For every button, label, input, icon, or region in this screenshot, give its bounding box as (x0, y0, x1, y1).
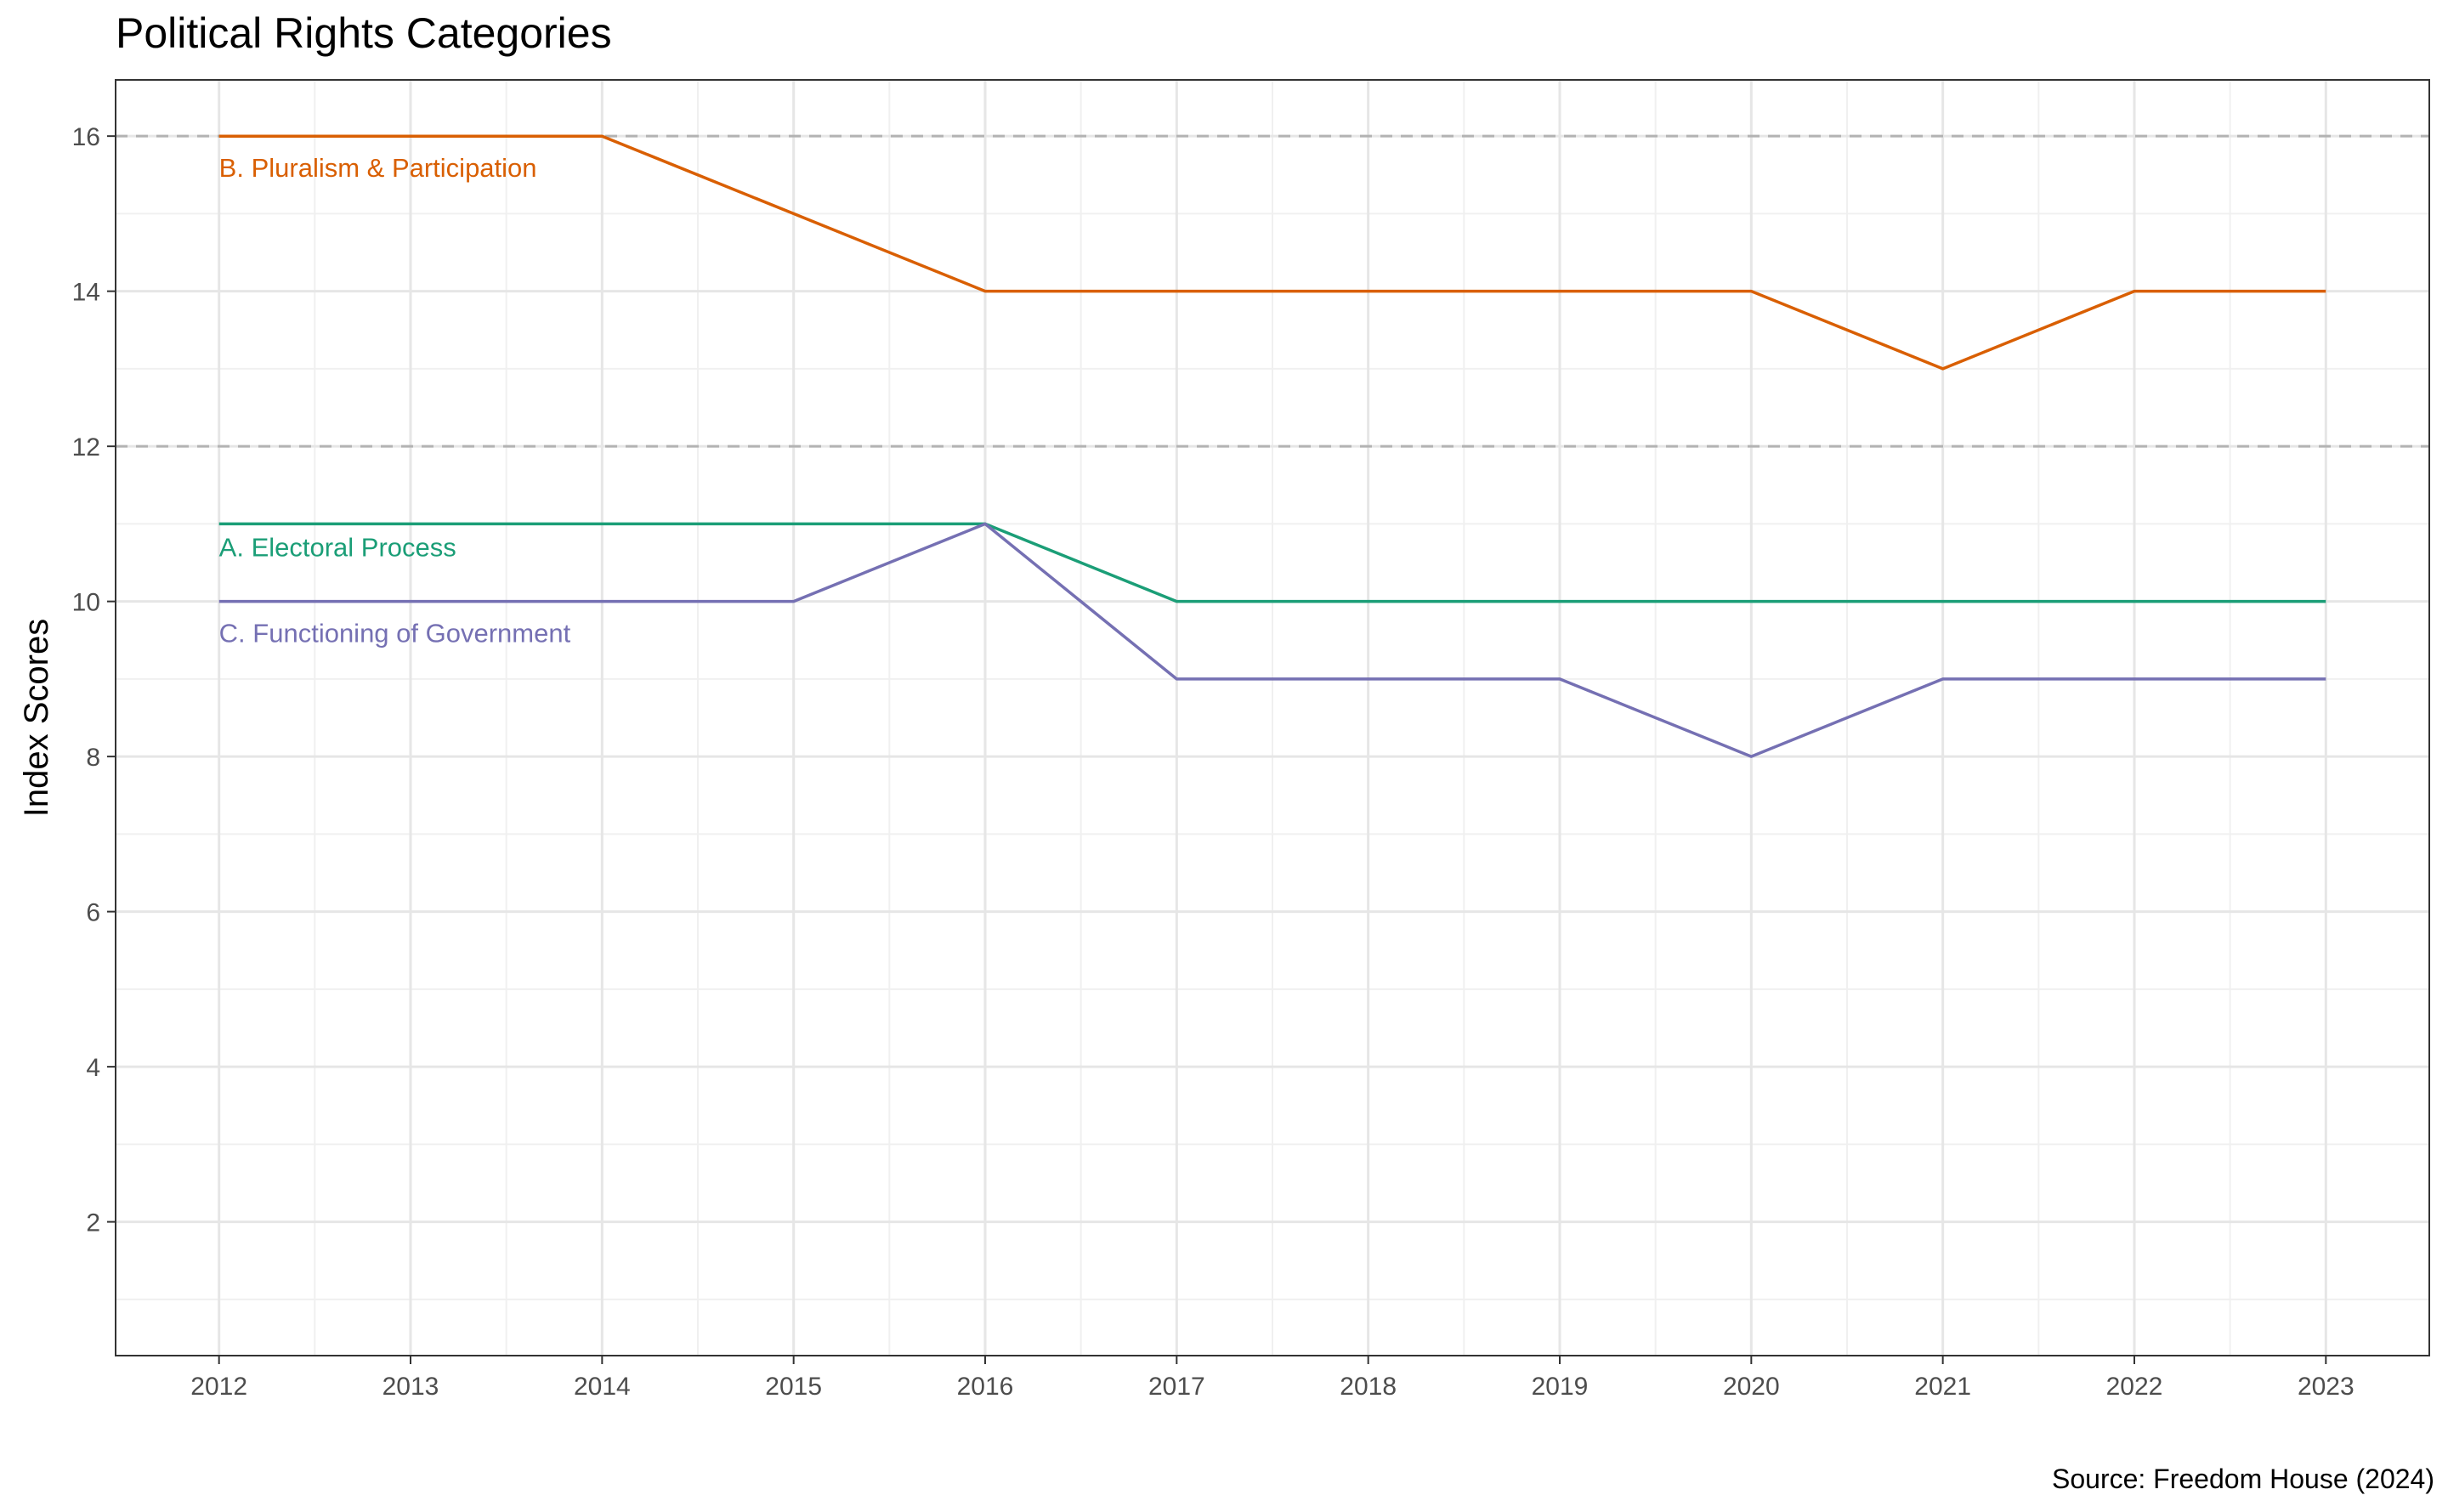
series-labels: B. Pluralism & Participation A. Electoral… (219, 153, 571, 648)
minor-gridlines (116, 80, 2429, 1356)
series-label: C. Functioning of Government (219, 619, 571, 648)
x-tick-label: 2022 (2106, 1373, 2163, 1401)
series-lines (218, 134, 2326, 758)
y-tick-label: 14 (72, 279, 100, 307)
x-tick-label: 2017 (1148, 1373, 1205, 1401)
x-tick-label: 2023 (2298, 1373, 2354, 1401)
x-tick-label: 2014 (574, 1373, 631, 1401)
reference-lines (116, 134, 2429, 448)
x-tick-label: 2013 (382, 1373, 439, 1401)
series-line (218, 522, 2326, 603)
x-axis: 2012 2013 2014 2015 2016 2017 2018 2019 2020 2021… (190, 1356, 2354, 1401)
y-tick-label: 12 (72, 433, 100, 462)
x-tick-label: 2015 (765, 1373, 822, 1401)
panel-border (115, 79, 2430, 1356)
x-tick-label: 2020 (1723, 1373, 1780, 1401)
series-label: A. Electoral Process (219, 532, 456, 562)
y-axis-title: Index Scores (18, 619, 55, 817)
y-tick-label: 6 (86, 899, 100, 927)
x-tick-label: 2021 (1914, 1373, 1971, 1401)
y-tick-label: 8 (86, 744, 100, 772)
x-tick-label: 2016 (957, 1373, 1014, 1401)
y-tick-label: 4 (86, 1054, 100, 1082)
chart-caption: Source: Freedom House (2024) (2052, 1464, 2434, 1494)
y-axis: 2 4 6 8 10 12 14 16 (72, 123, 116, 1237)
chart-title: Political Rights Categories (116, 9, 612, 57)
series-line (218, 522, 2326, 758)
x-tick-label: 2018 (1340, 1373, 1397, 1401)
y-tick-label: 10 (72, 589, 100, 617)
y-tick-label: 2 (86, 1209, 100, 1237)
series-line (218, 134, 2326, 371)
y-tick-label: 16 (72, 123, 100, 151)
x-tick-label: 2012 (190, 1373, 247, 1401)
x-tick-label: 2019 (1532, 1373, 1589, 1401)
series-label: B. Pluralism & Participation (219, 153, 537, 183)
